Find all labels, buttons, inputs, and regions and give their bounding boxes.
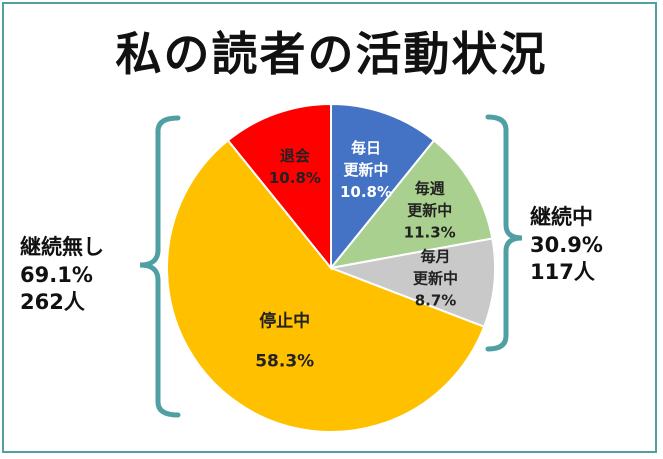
inactive-group-percent: 69.1%	[20, 262, 93, 287]
chart-title: 私の読者の活動状況	[115, 27, 548, 81]
slice-category-label-2: 毎月	[420, 248, 450, 266]
active-group-percent: 30.9%	[530, 232, 603, 257]
slice-category-label-0: 毎日	[351, 139, 381, 157]
slice-value-label-1: 11.3%	[404, 223, 456, 241]
slice-category-label-1: 毎週	[415, 179, 445, 197]
slice-value-label-3: 58.3%	[255, 352, 314, 372]
slice-category-label-4: 退会	[280, 147, 310, 165]
left-bracket	[139, 115, 181, 418]
inactive-group-label: 継続無し 69.1% 262人	[20, 234, 104, 317]
slice-category-label-2: 更新中	[413, 270, 458, 288]
pie-slice-2	[327, 237, 497, 329]
slice-category-label-0: 更新中	[343, 161, 388, 179]
active-group-name: 継続中	[530, 205, 593, 229]
slice-value-label-0: 10.8%	[340, 183, 392, 201]
pie-slice-4	[226, 102, 332, 271]
slice-value-label-2: 8.7%	[415, 292, 457, 310]
pie-slice-0	[330, 102, 436, 271]
active-group-label: 継続中 30.9% 117人	[530, 204, 603, 287]
right-bracket	[485, 114, 523, 352]
inactive-group-name: 継続無し	[20, 235, 104, 259]
inactive-group-count: 262人	[20, 290, 85, 315]
slice-value-label-4: 10.8%	[269, 169, 321, 187]
slice-category-label-1: 更新中	[407, 201, 452, 219]
pie-slice-3	[166, 138, 486, 433]
active-group-count: 117人	[530, 260, 595, 285]
slice-category-label-3: 停止中	[259, 311, 310, 332]
pie-slice-1	[328, 138, 494, 270]
